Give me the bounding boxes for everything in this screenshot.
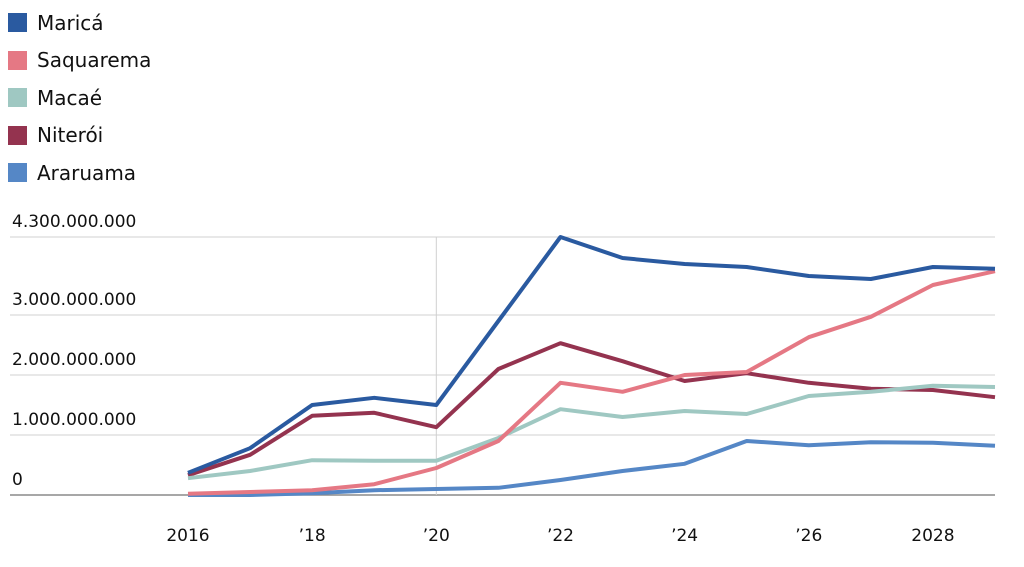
legend-item: Saquarema [8,42,151,80]
x-tick-label: ’26 [795,526,822,546]
legend-label: Niterói [37,123,104,148]
legend-label: Saquarema [37,48,152,73]
series-line-niteroi [187,341,996,478]
y-tick-label: 2.000.000.000 [12,350,136,370]
legend-label: Araruama [37,160,137,185]
legend-swatch [8,88,27,108]
y-tick-label: 1.000.000.000 [12,410,136,430]
x-tick-label: 2028 [911,526,954,546]
x-tick-label: ’18 [299,526,326,546]
legend-swatch [8,50,27,70]
series-line-macae [187,383,996,481]
x-tick-label: 2016 [166,526,209,546]
legend-label: Macaé [37,85,103,110]
y-tick-label: 4.300.000.000 [12,212,136,232]
legend-label: Maricá [37,10,104,35]
legend-item: Araruama [8,154,151,192]
y-tick-label: 0 [12,470,23,490]
legend-item: Niterói [8,117,151,155]
legend-item: Macaé [8,79,151,117]
x-tick-label: ’24 [671,526,698,546]
x-tick-label: ’20 [423,526,450,546]
legend-swatch [8,125,27,145]
x-tick-label: ’22 [547,526,574,546]
series-line-saquarema [187,269,996,496]
legend-swatch [8,163,27,183]
legend: Maricá Saquarema Macaé Niterói Araruama [8,4,151,192]
y-tick-label: 3.000.000.000 [12,290,136,310]
series-line-marica [187,235,996,475]
series-line-araruama [188,439,996,497]
legend-item: Maricá [8,4,151,42]
legend-swatch [8,13,27,33]
